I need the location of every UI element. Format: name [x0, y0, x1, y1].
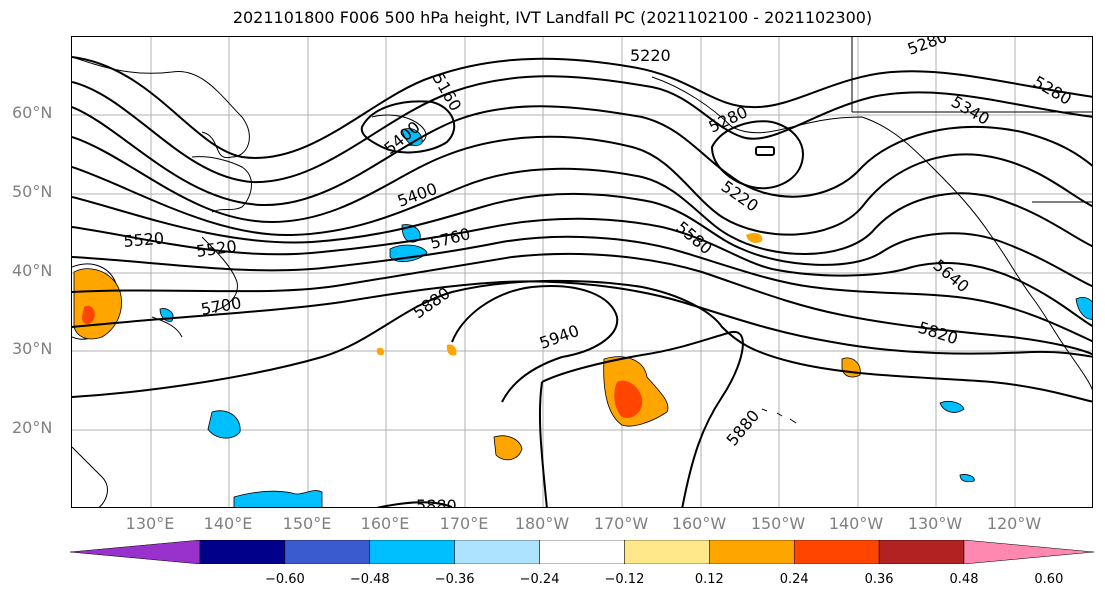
colorbar-tick-label: 0.12 — [694, 572, 724, 587]
colorbar-segment — [624, 540, 710, 564]
lon-label: 180°W — [514, 514, 570, 533]
colorbar-tick-label: 0.36 — [864, 572, 894, 587]
graticule — [72, 37, 1092, 507]
map-title: 2021101800 F006 500 hPa height, IVT Land… — [232, 8, 873, 27]
lat-label: 50°N — [12, 182, 53, 201]
contour-label: 5520 — [195, 236, 238, 260]
contour-label: 5880 — [416, 496, 457, 508]
lon-label: 140°E — [203, 514, 253, 533]
lon-label: 160°E — [360, 514, 410, 533]
colorbar-tick-label: −0.60 — [264, 572, 305, 587]
lat-label: 40°N — [12, 261, 53, 280]
colorbar-segment — [369, 540, 455, 564]
contour-label: 5280 — [1030, 72, 1075, 109]
colorbar — [70, 540, 1094, 564]
contour-label: 5940 — [537, 321, 582, 353]
lon-label: 130°W — [907, 514, 963, 533]
contour-label: 5700 — [199, 293, 242, 319]
colorbar-segment — [709, 540, 795, 564]
colorbar-segment — [539, 540, 625, 564]
contour-label: 5280 — [905, 37, 950, 59]
colorbar-tick-label: −0.24 — [519, 572, 560, 587]
colorbar-tick-label: 0.48 — [949, 572, 979, 587]
contour-label: 5880 — [723, 406, 764, 449]
lat-label: 20°N — [12, 418, 53, 437]
colorbar-segment — [284, 540, 371, 564]
lon-label: 160°W — [671, 514, 727, 533]
lon-label: 170°W — [593, 514, 649, 533]
map-canvas: 5220 5280 5340 5280 5160 5400 5280 5220 … — [72, 37, 1092, 508]
contour-label: 5820 — [916, 318, 961, 349]
colorbar-tick-label: 0.60 — [1034, 572, 1064, 587]
colorbar-segment — [793, 540, 880, 564]
colorbar-segment — [878, 540, 965, 564]
contour-label: 5520 — [123, 229, 165, 251]
lon-label: 150°W — [750, 514, 806, 533]
contour-label: 5220 — [630, 46, 671, 65]
colorbar-tick-label: −0.48 — [349, 572, 390, 587]
colorbar-extend-low — [70, 540, 201, 564]
colorbar-tick-label: 0.24 — [779, 572, 809, 587]
lon-label: 150°E — [282, 514, 332, 533]
lat-label: 60°N — [12, 103, 53, 122]
lat-label: 30°N — [12, 339, 53, 358]
lon-label: 130°E — [125, 514, 175, 533]
colorbar-segment — [199, 540, 286, 564]
colorbar-segment — [454, 540, 540, 564]
colorbar-extend-high — [963, 540, 1094, 564]
ivt-shading — [73, 128, 1092, 507]
colorbar-tick-label: −0.12 — [604, 572, 645, 587]
map-panel: 5220 5280 5340 5280 5160 5400 5280 5220 … — [71, 36, 1093, 508]
lon-label: 170°E — [439, 514, 489, 533]
contour-label: 5160 — [429, 70, 466, 115]
height-contours — [72, 56, 1092, 507]
lon-label: 120°W — [986, 514, 1042, 533]
lon-label: 140°W — [828, 514, 884, 533]
colorbar-tick-label: −0.36 — [434, 572, 475, 587]
